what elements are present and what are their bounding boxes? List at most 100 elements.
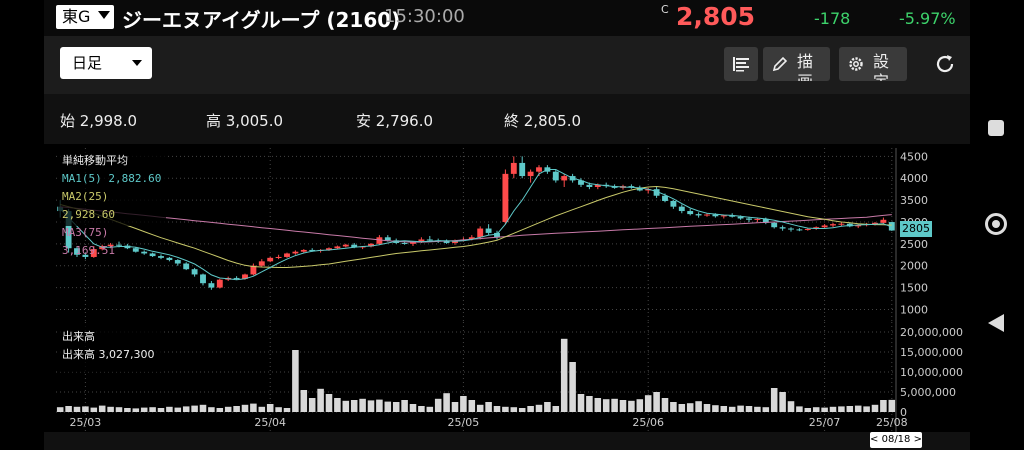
volume-bar [275, 407, 282, 412]
volume-bar [451, 402, 459, 412]
legend-ma3: MA3(75) 3,169.51 [62, 226, 115, 257]
volume-bar [678, 404, 686, 412]
volume-bar [359, 398, 366, 412]
indicator-list-button[interactable] [724, 47, 758, 81]
volume-bar [73, 406, 81, 412]
volume-bar [712, 405, 719, 412]
draw-label: 描画 [797, 52, 814, 81]
volume-bar [611, 398, 618, 412]
back-button[interactable] [988, 314, 1004, 332]
legend-ma1: MA1(5) 2,882.60 [62, 172, 162, 185]
volume-bar [686, 403, 694, 412]
volume-bar [124, 408, 131, 412]
volume-bar [325, 394, 333, 412]
volume-bar [460, 396, 467, 412]
ohlc-bar: 始 2,998.0 高 3,005.0 安 2,796.0 終 2,805.0 [44, 94, 970, 144]
candle-body [326, 248, 332, 250]
candle-body [149, 253, 156, 257]
candle-body [737, 216, 744, 219]
volume-bar [149, 407, 156, 412]
candle-body [410, 242, 416, 244]
volume-chart[interactable]: 0 5,000,000 10,000,000 15,000,000 20,000,000… [44, 322, 970, 432]
period-select[interactable]: 日足 [60, 47, 152, 79]
candle-body [216, 279, 223, 288]
volume-bar [350, 400, 358, 412]
volume-bar [787, 401, 795, 412]
volume-bar [796, 406, 803, 412]
date-tick-label: 25/04 [254, 416, 286, 429]
volume-bar [182, 406, 190, 412]
candle-body [788, 228, 794, 230]
volume-bar [468, 400, 476, 412]
volume-bar [754, 406, 761, 412]
candle-body [578, 180, 584, 185]
candle-body [158, 256, 164, 258]
stock-name: ジーエヌアイグループ (2160) [122, 8, 401, 32]
legend-ma2: MA2(25) 2,928.60 [62, 190, 115, 221]
volume-bar [266, 404, 274, 412]
candle-body [880, 219, 887, 223]
candle-body [468, 237, 475, 240]
draw-button[interactable]: 描画 [763, 47, 830, 81]
candle-body [678, 206, 685, 212]
volume-bar [670, 402, 677, 412]
candle-body [443, 241, 450, 243]
volume-bar [527, 406, 534, 412]
price-chart[interactable]: 10001500200025003000350040004500 [44, 144, 970, 322]
candle-body [368, 243, 374, 247]
volume-bar [443, 393, 450, 412]
price-plot-background [44, 144, 970, 322]
candle-body [200, 274, 206, 284]
candle-body [376, 237, 383, 244]
candle-body [561, 176, 568, 181]
volume-bar [510, 407, 518, 412]
volume-bar [737, 405, 744, 412]
date-tick-label: 25/06 [632, 416, 664, 429]
volume-bar [401, 400, 408, 412]
recent-apps-button[interactable] [988, 120, 1004, 136]
volume-bar [292, 350, 299, 412]
volume-bar [157, 408, 165, 412]
volume-bar [216, 408, 224, 412]
candle-body [746, 218, 752, 220]
market-select[interactable]: 東G [56, 5, 114, 29]
volume-bar [502, 406, 509, 412]
settings-button[interactable]: 設定 [839, 47, 907, 81]
high-value: 高 3,005.0 [206, 112, 284, 130]
volume-bar [695, 401, 702, 412]
list-icon [733, 57, 749, 72]
home-button[interactable] [985, 213, 1007, 235]
candle-body [292, 251, 299, 254]
candle-body [82, 254, 89, 257]
candle-body [351, 244, 358, 248]
candle-body [552, 171, 559, 181]
candle-body [485, 228, 492, 233]
candle-body [821, 225, 828, 228]
volume-legend-value: 出来高 3,027,300 [62, 348, 155, 361]
volume-bar [569, 362, 576, 412]
volume-bar [602, 399, 610, 412]
volume-bar [594, 398, 602, 412]
date-tick-label: 25/05 [448, 416, 480, 429]
ma-legend: 単純移動平均 MA1(5) 2,882.60 MA2(25) 2,928.60 … [58, 150, 166, 257]
candle-body [309, 249, 316, 251]
price-tick-label: 2500 [900, 238, 928, 251]
candle-body [888, 222, 895, 231]
candle-body [401, 242, 408, 244]
volume-bar [384, 401, 392, 412]
volume-bar [392, 402, 400, 412]
volume-bar [560, 338, 568, 412]
date-navigator[interactable]: < 08/18 > [870, 432, 922, 448]
candle-body [536, 167, 542, 172]
volume-bar [703, 404, 711, 412]
candle-body [510, 162, 517, 174]
volume-bar [577, 394, 585, 412]
volume-bar [342, 400, 350, 412]
refresh-icon[interactable] [933, 52, 957, 76]
volume-bar [140, 407, 148, 412]
candle-body [267, 257, 274, 262]
ma2-line [60, 185, 892, 268]
quote-time: 15:30:00 [384, 6, 465, 27]
volume-bar [619, 400, 627, 412]
candle-body [636, 187, 643, 191]
